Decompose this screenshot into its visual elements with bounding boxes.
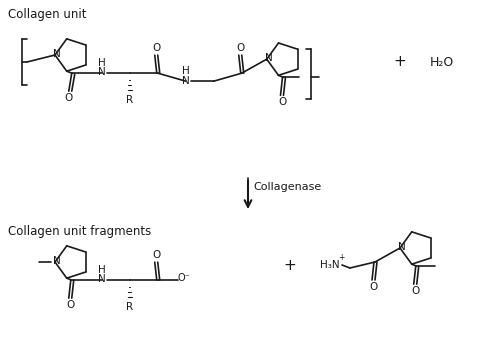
Text: O: O — [153, 250, 161, 260]
Text: Collagen unit: Collagen unit — [8, 8, 86, 21]
Text: N: N — [398, 242, 406, 252]
Text: R: R — [126, 95, 133, 105]
Text: O: O — [279, 97, 286, 107]
Text: O: O — [65, 93, 73, 103]
Text: N: N — [53, 49, 61, 59]
Text: O: O — [412, 286, 420, 296]
Text: +: + — [283, 257, 296, 273]
Text: H₂O: H₂O — [430, 55, 454, 68]
Text: O: O — [67, 300, 75, 310]
Text: +: + — [338, 253, 344, 262]
Text: R: R — [126, 302, 133, 312]
Text: N: N — [265, 53, 273, 63]
Text: N: N — [98, 274, 106, 284]
Text: H₃N: H₃N — [320, 260, 340, 270]
Text: Collagenase: Collagenase — [253, 182, 321, 192]
Text: H: H — [98, 58, 106, 68]
Text: H: H — [98, 265, 106, 275]
Text: H: H — [182, 66, 190, 76]
Text: O⁻: O⁻ — [177, 273, 190, 283]
Text: Collagen unit fragments: Collagen unit fragments — [8, 225, 151, 238]
Text: O: O — [370, 282, 378, 292]
Text: N: N — [53, 256, 61, 266]
Text: +: + — [393, 54, 406, 69]
Text: N: N — [98, 67, 106, 77]
Text: N: N — [182, 76, 190, 86]
Text: O: O — [237, 43, 245, 53]
Text: O: O — [153, 43, 161, 53]
